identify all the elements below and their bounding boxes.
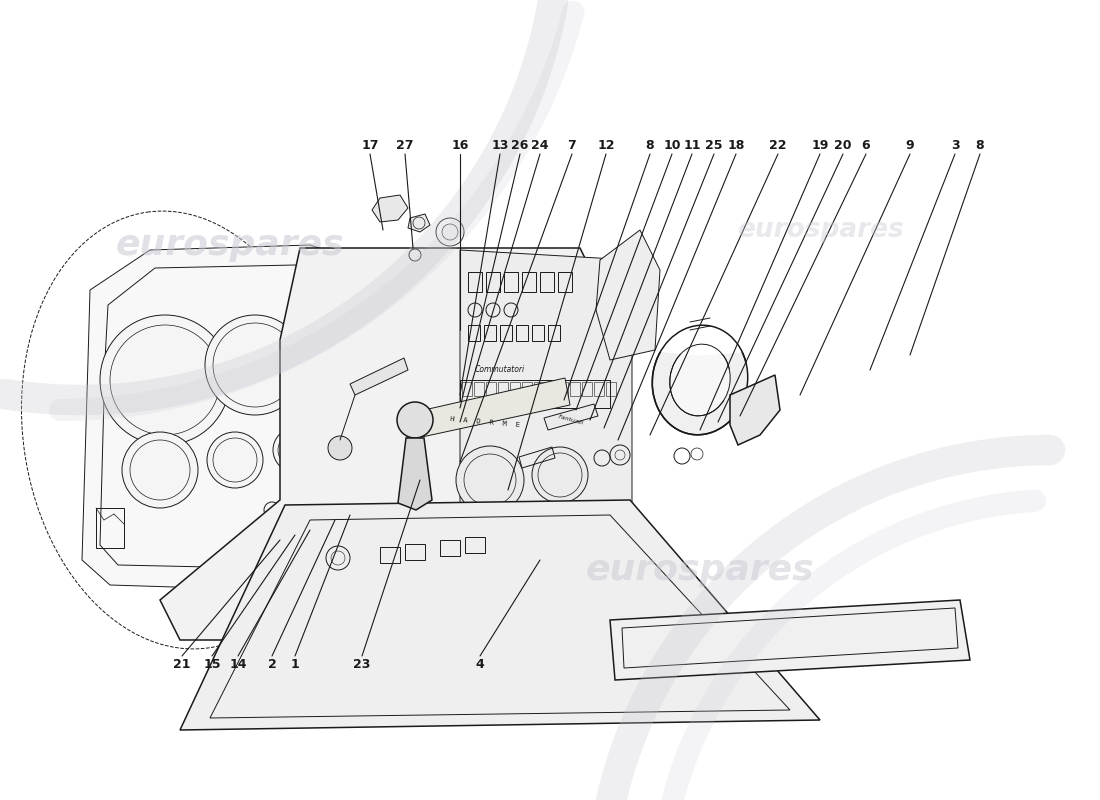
Ellipse shape — [652, 326, 748, 434]
Text: 2: 2 — [267, 658, 276, 671]
Bar — [486, 382, 496, 396]
Bar — [558, 272, 572, 292]
Text: 3: 3 — [950, 139, 959, 152]
Polygon shape — [408, 214, 430, 232]
Bar — [510, 382, 520, 396]
Bar — [468, 325, 480, 341]
Bar — [570, 382, 580, 396]
Bar — [498, 382, 508, 396]
Bar — [484, 325, 496, 341]
Polygon shape — [460, 250, 632, 590]
Text: 6: 6 — [861, 139, 870, 152]
Text: 10: 10 — [663, 139, 681, 152]
Bar — [534, 382, 544, 396]
Circle shape — [456, 446, 524, 514]
Bar — [546, 382, 556, 396]
Polygon shape — [350, 358, 408, 395]
Polygon shape — [398, 438, 432, 510]
Text: eurospares: eurospares — [585, 553, 814, 587]
Bar — [504, 272, 518, 292]
Text: 23: 23 — [353, 658, 371, 671]
Bar — [468, 272, 482, 292]
Text: Fantuzzi: Fantuzzi — [558, 414, 584, 426]
Bar — [532, 325, 544, 341]
Bar — [500, 325, 512, 341]
Polygon shape — [596, 230, 660, 360]
Circle shape — [122, 432, 198, 508]
Text: 8: 8 — [646, 139, 654, 152]
Bar — [582, 382, 592, 396]
Circle shape — [328, 436, 352, 460]
Bar — [606, 382, 616, 396]
Bar — [462, 382, 472, 396]
Text: 20: 20 — [834, 139, 851, 152]
Bar — [522, 272, 536, 292]
Text: 7: 7 — [568, 139, 576, 152]
Polygon shape — [372, 195, 408, 222]
Text: 12: 12 — [597, 139, 615, 152]
Bar — [379, 547, 400, 563]
Bar — [465, 537, 485, 553]
Text: 1: 1 — [290, 658, 299, 671]
Circle shape — [397, 402, 433, 438]
Text: eurospares: eurospares — [116, 228, 344, 262]
Text: eurospares: eurospares — [737, 217, 903, 243]
Bar — [486, 272, 500, 292]
Text: H  A  D  R  M  E: H A D R M E — [450, 416, 520, 428]
Bar — [405, 544, 425, 560]
Polygon shape — [180, 500, 819, 730]
Text: 8: 8 — [976, 139, 984, 152]
Circle shape — [532, 447, 588, 503]
Text: 19: 19 — [812, 139, 828, 152]
Bar — [474, 382, 484, 396]
Text: 18: 18 — [727, 139, 745, 152]
Text: 22: 22 — [769, 139, 786, 152]
Circle shape — [207, 432, 263, 488]
Circle shape — [273, 428, 317, 472]
Text: 15: 15 — [204, 658, 221, 671]
Bar — [96, 508, 124, 548]
Polygon shape — [402, 378, 570, 440]
Polygon shape — [730, 375, 780, 445]
Circle shape — [205, 315, 305, 415]
Text: 26: 26 — [512, 139, 529, 152]
Text: 25: 25 — [705, 139, 723, 152]
Text: 4: 4 — [475, 658, 484, 671]
Text: 24: 24 — [531, 139, 549, 152]
Text: 9: 9 — [905, 139, 914, 152]
Ellipse shape — [670, 344, 730, 416]
Bar — [440, 540, 460, 556]
Text: 27: 27 — [396, 139, 414, 152]
Text: 13: 13 — [492, 139, 508, 152]
Circle shape — [100, 315, 230, 445]
Polygon shape — [610, 600, 970, 680]
Text: 14: 14 — [229, 658, 246, 671]
Text: 17: 17 — [361, 139, 378, 152]
Text: 16: 16 — [451, 139, 469, 152]
Bar — [594, 382, 604, 396]
Polygon shape — [648, 300, 760, 355]
Text: 11: 11 — [683, 139, 701, 152]
Bar — [460, 380, 610, 408]
Polygon shape — [160, 248, 630, 640]
Bar — [516, 325, 528, 341]
Text: 21: 21 — [174, 658, 190, 671]
Bar — [548, 325, 560, 341]
Bar — [558, 382, 568, 396]
Bar — [522, 382, 532, 396]
Polygon shape — [544, 404, 598, 430]
Text: Commutatori: Commutatori — [475, 366, 525, 374]
Bar — [540, 272, 554, 292]
Polygon shape — [82, 245, 385, 590]
